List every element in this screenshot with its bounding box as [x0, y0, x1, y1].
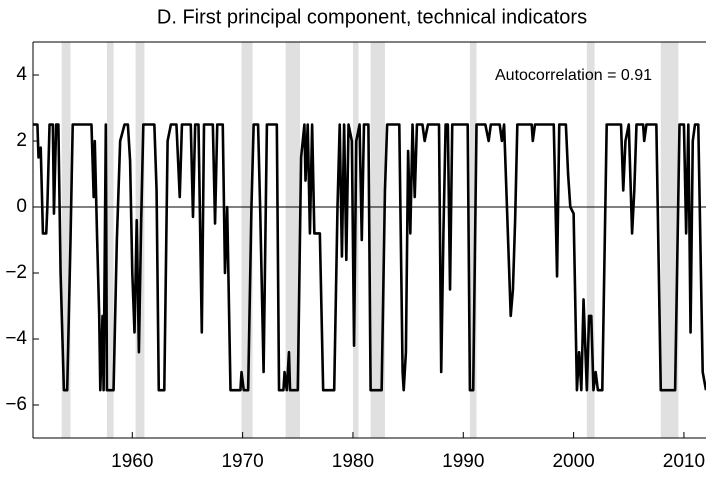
annotation: Autocorrelation = 0.91 [495, 67, 652, 84]
y-tick-label: 4 [16, 64, 27, 85]
recession-band [106, 42, 114, 438]
chart-title: D. First principal component, technical … [157, 6, 587, 28]
x-tick-label: 2010 [663, 451, 705, 472]
recession-band [469, 42, 477, 438]
x-tick-label: 2000 [552, 451, 594, 472]
frame [32, 41, 706, 439]
x-tick-label: 1990 [442, 451, 484, 472]
recession-band [660, 42, 679, 438]
labels: −6 −4 −2 0 2 4 1960 1970 1980 1990 2000 2010 [5, 64, 705, 472]
recession-band [285, 42, 300, 438]
plot-lines [33, 123, 706, 392]
recession-band [241, 42, 253, 438]
series-line [33, 123, 706, 392]
recession-band [586, 42, 595, 438]
y-tick-label: −4 [5, 328, 27, 349]
recession-band [61, 42, 71, 438]
y-tick-label: 2 [16, 130, 27, 151]
y-tick-label: −6 [5, 394, 27, 415]
y-tick-label: 0 [16, 196, 27, 217]
x-tick-label: 1970 [221, 451, 263, 472]
y-tick-label: −2 [5, 262, 27, 283]
x-tick-label: 1980 [332, 451, 374, 472]
x-tick-label: 1960 [111, 451, 153, 472]
